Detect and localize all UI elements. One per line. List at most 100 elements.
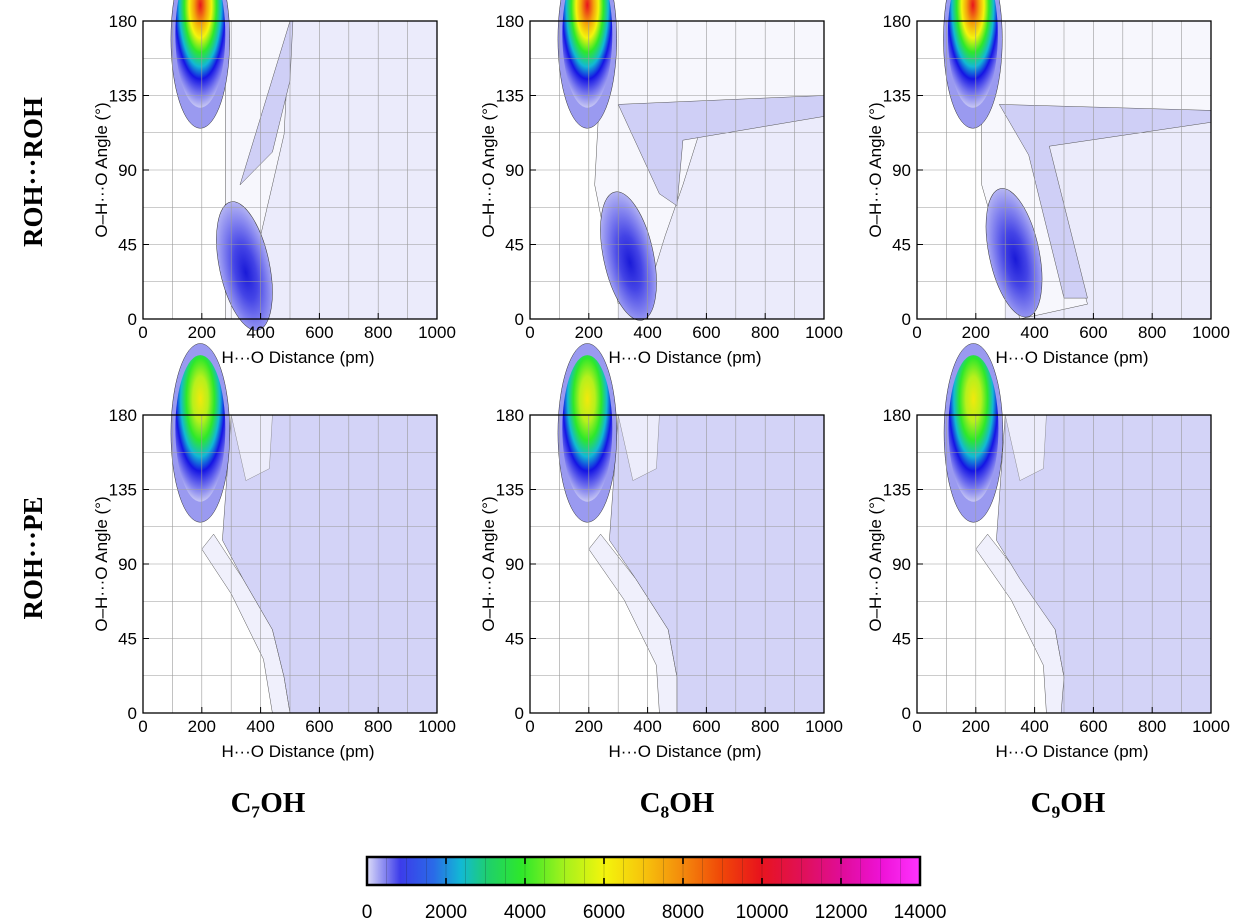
x-tick-label: 1000 [805,717,843,736]
x-tick-label: 400 [1020,323,1048,342]
peak-maximum [175,355,226,502]
y-tick-label: 90 [505,161,524,180]
y-tick-label: 45 [118,236,137,255]
y-tick-label: 45 [892,236,911,255]
tick-labels: 0 200 400 600 800 1000 0 45 90 135 180 [109,12,456,342]
y-tick-label: 180 [496,406,524,425]
figure-labels: ROH···ROH ROH···PE C₇OH C₈OH C₉OH [18,97,1106,819]
x-tick-label: 1000 [1192,323,1230,342]
y-tick-label: 180 [496,12,524,31]
y-tick-label: 135 [883,481,911,500]
y-tick-label: 45 [505,236,524,255]
x-tick-label: 600 [692,717,720,736]
colorbar-tick-label: 6000 [583,902,625,922]
colorbar-tick-label: 4000 [504,902,546,922]
x-tick-label: 800 [751,717,779,736]
x-tick-label: 600 [1079,717,1107,736]
x-tick-label: 1000 [418,323,456,342]
x-tick-label: 800 [751,323,779,342]
x-tick-label: 200 [962,323,990,342]
tick-labels: 0 200 400 600 800 1000 0 45 90 135 180 [496,12,843,342]
x-tick-label: 600 [305,323,333,342]
y-axis-label: O–H···O Angle (°) [479,102,498,237]
colorbar: 0 2000 4000 6000 8000 10000 12000 14000 [362,855,946,922]
x-tick-label: 800 [1138,323,1166,342]
y-tick-label: 90 [892,161,911,180]
x-tick-label: 400 [246,323,274,342]
x-tick-label: 200 [575,323,603,342]
colorbar-tick-label: 12000 [815,902,868,922]
y-tick-label: 90 [118,555,137,574]
x-tick-label: 0 [525,717,534,736]
x-axis-label: H···O Distance (pm) [608,742,761,761]
colorbar-tick-label: 8000 [662,902,704,922]
x-tick-label: 1000 [418,717,456,736]
y-tick-label: 180 [109,406,137,425]
row-label-top: ROH···ROH [18,97,48,247]
y-axis-label: O–H···O Angle (°) [866,102,885,237]
y-tick-label: 135 [109,481,137,500]
x-tick-label: 1000 [805,323,843,342]
x-axis-label: H···O Distance (pm) [995,348,1148,367]
panel-roh-pe-c7: 0 200 400 600 800 1000 0 45 90 135 180 H···O Distan… [92,343,456,761]
y-tick-label: 180 [109,12,137,31]
y-tick-label: 90 [892,555,911,574]
x-tick-label: 600 [692,323,720,342]
y-axis-label: O–H···O Angle (°) [866,496,885,631]
y-tick-label: 45 [892,630,911,649]
panel-roh-pe-c8: 0 200 400 600 800 1000 0 45 90 135 180 H···O Distan… [479,343,843,761]
y-tick-label: 135 [883,87,911,106]
x-tick-label: 800 [364,717,392,736]
y-tick-label: 0 [128,704,137,723]
x-axis-label: H···O Distance (pm) [608,348,761,367]
y-tick-label: 180 [883,12,911,31]
colorbar-tick-label: 2000 [425,902,467,922]
y-tick-label: 90 [118,161,137,180]
panel-roh-roh-c8: 0 200 400 600 800 1000 0 45 90 135 180 H···O Distan… [479,0,843,367]
x-tick-label: 200 [575,717,603,736]
colorbar-tick-label: 0 [362,902,373,922]
peak-secondary [600,191,657,321]
tick-labels: 0 200 400 600 800 1000 0 45 90 135 180 [883,406,1230,736]
x-tick-label: 0 [138,323,147,342]
tick-labels: 0 200 400 600 800 1000 0 45 90 135 180 [883,12,1230,342]
y-tick-label: 135 [496,87,524,106]
colorbar-tick-label: 10000 [736,902,789,922]
y-tick-label: 135 [109,87,137,106]
y-tick-label: 0 [515,704,524,723]
x-tick-label: 0 [138,717,147,736]
x-tick-label: 400 [246,717,274,736]
peak-maximum [562,355,613,502]
y-axis-label: O–H···O Angle (°) [479,496,498,631]
x-tick-label: 0 [912,323,921,342]
x-axis-label: H···O Distance (pm) [221,742,374,761]
panel-roh-roh-c9: 0 200 400 600 800 1000 0 45 90 135 180 H···O Distan… [866,0,1230,367]
x-tick-label: 200 [188,717,216,736]
y-tick-label: 45 [118,630,137,649]
y-tick-label: 45 [505,630,524,649]
y-axis-label: O–H···O Angle (°) [92,496,111,631]
y-axis-label: O–H···O Angle (°) [92,102,111,237]
x-tick-label: 0 [525,323,534,342]
peak-secondary [216,201,273,331]
field-region [239,20,294,186]
x-tick-label: 800 [1138,717,1166,736]
x-tick-label: 400 [633,323,661,342]
x-tick-label: 800 [364,323,392,342]
x-tick-label: 400 [1020,717,1048,736]
tick-labels: 0 200 400 600 800 1000 0 45 90 135 180 [109,406,456,736]
y-tick-label: 0 [902,704,911,723]
y-tick-label: 0 [902,310,911,329]
y-tick-label: 90 [505,555,524,574]
column-label-c7: C₇OH [231,787,306,819]
peak-secondary [985,188,1043,318]
peak-maximum [562,0,613,108]
x-tick-label: 600 [305,717,333,736]
y-tick-label: 0 [515,310,524,329]
x-tick-label: 200 [188,323,216,342]
panel-roh-roh-c7: 0 200 400 600 800 1000 0 45 90 135 180 H···O Distan… [92,0,456,367]
y-tick-label: 180 [883,406,911,425]
y-tick-label: 135 [496,481,524,500]
peak-maximum [948,355,999,502]
